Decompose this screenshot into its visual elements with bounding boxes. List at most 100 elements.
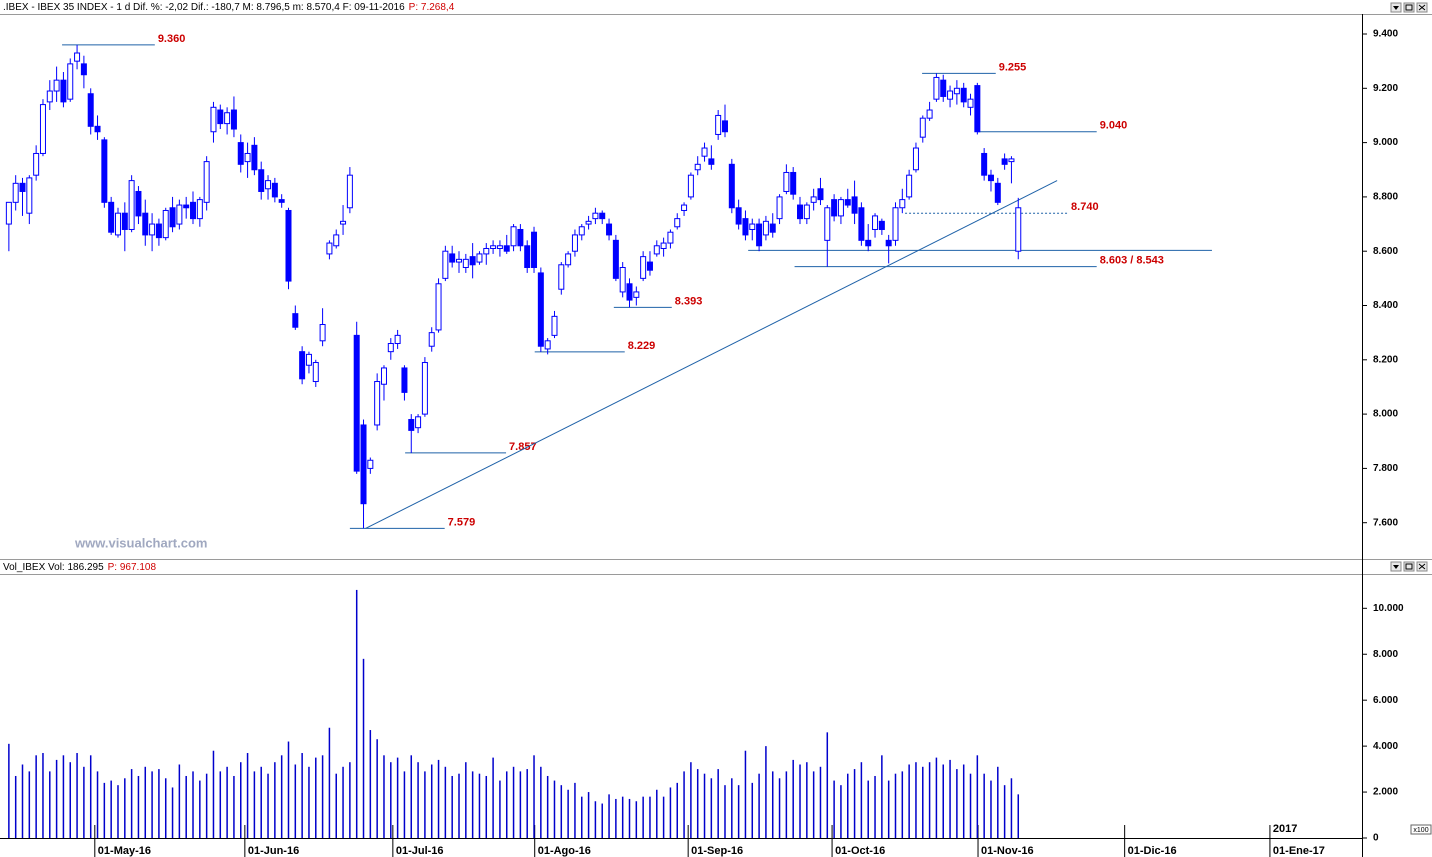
candle-body [790, 171, 797, 195]
candle-body [762, 220, 769, 236]
volume-bar [362, 658, 365, 838]
volume-bar [226, 766, 228, 838]
candle-body [558, 264, 565, 290]
volume-bar [656, 789, 658, 838]
unit-box [1410, 824, 1432, 835]
y-tick-label: 6.000 [1373, 695, 1398, 706]
volume-bar [997, 766, 999, 838]
volume-bar [717, 769, 719, 838]
level-label: 7.579 [448, 516, 476, 528]
panel-bar: 0 2.000 4.000 6.000 8.000 10.000 01-May-16 01-J… [8, 589, 1404, 857]
volume-bar [799, 764, 801, 838]
x-tick-label: 01-Jul-16 [396, 845, 444, 857]
candle-body [667, 231, 674, 244]
volume-bar [28, 771, 31, 838]
candle-body [803, 204, 810, 220]
maximize-button[interactable] [1403, 2, 1415, 13]
candle-body [899, 199, 906, 209]
volume-panel-buttons [1390, 561, 1428, 572]
volume-bar [860, 762, 863, 838]
volume-bar [806, 762, 808, 838]
candle-body [333, 234, 340, 247]
y-tick-label: 7.800 [1373, 463, 1398, 474]
volume-bar [383, 755, 385, 838]
volume-bar [328, 727, 331, 838]
candle-body [633, 291, 640, 298]
volume-bar [819, 766, 822, 838]
candle-body [340, 220, 347, 225]
candle-body [5, 201, 12, 225]
volume-bar [294, 764, 297, 838]
candle-body [531, 231, 538, 268]
y-tick-label: 4.000 [1373, 741, 1398, 752]
x-tick-label: 01-Oct-16 [835, 845, 885, 857]
candle-body [449, 253, 456, 263]
candle-body [169, 207, 176, 228]
level-label: 8.393 [675, 295, 703, 307]
price-subtitle: P: 7.268,4 [409, 2, 455, 13]
candle-body [858, 207, 865, 241]
candle-body [415, 416, 422, 429]
candle-body [953, 87, 960, 95]
maximize-button[interactable] [1403, 561, 1415, 572]
candle-body [285, 209, 292, 282]
candle-body [524, 245, 531, 268]
candle-body [619, 266, 626, 293]
candle-body [26, 177, 33, 214]
volume-bar [62, 755, 65, 838]
volume-bar [492, 757, 494, 838]
volume-bar [540, 766, 542, 838]
maximize-icon [1405, 563, 1413, 570]
candle-body [374, 381, 381, 426]
minimize-icon [1393, 6, 1399, 10]
candle-body [653, 245, 660, 255]
trendline [365, 180, 1058, 529]
candle-body [326, 242, 333, 255]
candle-body [974, 85, 981, 133]
volume-bar [983, 773, 985, 838]
candle-body [394, 334, 401, 345]
candle-body [960, 87, 967, 103]
volume-bar [117, 785, 119, 838]
volume-bar [628, 798, 631, 838]
volume-bar [669, 787, 672, 838]
volume-bar [949, 759, 951, 838]
candle-body [442, 250, 449, 279]
candle-body [742, 218, 749, 236]
volume-bar [512, 766, 515, 838]
volume-bar [499, 780, 501, 838]
year-label: 2017 [1273, 823, 1297, 835]
volume-bar [335, 773, 337, 838]
candle-body [230, 109, 237, 130]
candle-body [606, 223, 613, 236]
candle-body [599, 212, 606, 220]
volume-bar [587, 792, 590, 838]
volume-bar [192, 771, 194, 838]
candle-body [353, 334, 360, 472]
volume-bar [246, 753, 249, 838]
volume-bar [935, 757, 938, 838]
candle-body [469, 256, 476, 266]
volume-bar [205, 773, 208, 838]
candle-body [817, 188, 824, 201]
candle-body [571, 234, 578, 252]
candle-body [844, 199, 851, 206]
candle-body [872, 215, 879, 230]
volume-subtitle: P: 967.108 [108, 562, 157, 573]
volume-bar [308, 766, 310, 838]
volume-bar [110, 780, 112, 838]
price-header: .IBEX - IBEX 35 INDEX - 1 d Dif. %: -2,0… [3, 2, 455, 13]
volume-bar [778, 778, 781, 838]
volume-bar [342, 766, 344, 838]
candle-body [149, 223, 156, 236]
candle-body [476, 253, 483, 263]
candle-body [496, 245, 503, 249]
volume-bar [765, 746, 767, 838]
y-tick-label: 8.000 [1373, 409, 1398, 420]
volume-bar [731, 778, 733, 838]
y-tick-label: 8.800 [1373, 192, 1398, 203]
volume-bar [212, 750, 215, 838]
y-tick-label: 8.000 [1373, 649, 1398, 660]
volume-bar [151, 771, 153, 838]
level-label: 8.229 [628, 340, 656, 352]
